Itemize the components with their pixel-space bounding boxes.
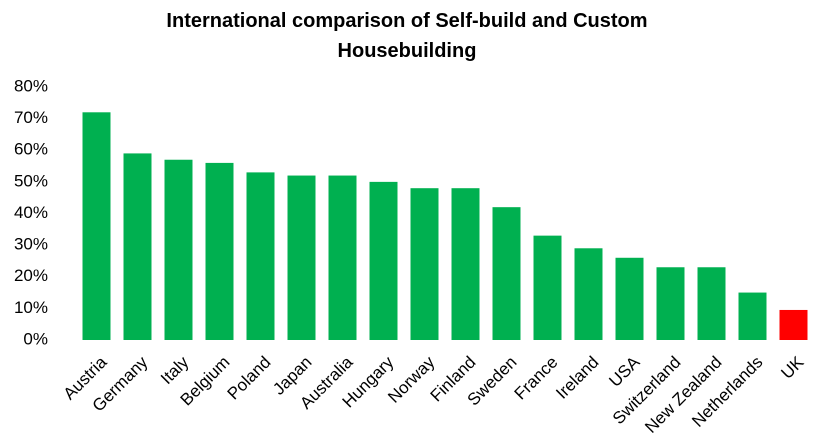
x-tick-label: Poland xyxy=(224,353,275,404)
y-tick-label: 70% xyxy=(14,108,48,127)
bar xyxy=(410,188,439,340)
bar xyxy=(328,175,357,340)
bar xyxy=(451,188,480,340)
bar xyxy=(697,267,726,340)
x-tick-label: UK xyxy=(777,352,808,383)
y-tick-label: 50% xyxy=(14,171,48,190)
y-tick-label: 60% xyxy=(14,140,48,159)
bar xyxy=(656,267,685,340)
y-tick-label: 40% xyxy=(14,203,48,222)
x-tick-label: Ireland xyxy=(552,353,602,403)
bar xyxy=(369,181,398,340)
x-tick-label: Norway xyxy=(384,352,439,407)
y-tick-label: 30% xyxy=(14,235,48,254)
bar xyxy=(82,112,111,340)
bar xyxy=(574,248,603,340)
x-tick-label: France xyxy=(511,353,562,404)
bar xyxy=(246,172,275,340)
bar xyxy=(492,207,521,340)
bar xyxy=(738,292,767,340)
bar xyxy=(164,159,193,340)
bar xyxy=(533,235,562,340)
bar xyxy=(205,162,234,340)
y-tick-label: 0% xyxy=(23,329,48,348)
bar xyxy=(287,175,316,340)
x-tick-label: Italy xyxy=(157,352,193,388)
chart-title: International comparison of Self-build a… xyxy=(166,10,648,62)
y-tick-label: 20% xyxy=(14,266,48,285)
bar xyxy=(615,257,644,340)
bar xyxy=(123,153,152,340)
y-tick-label: 10% xyxy=(14,298,48,317)
y-tick-label: 80% xyxy=(14,76,48,95)
bar xyxy=(779,309,808,340)
